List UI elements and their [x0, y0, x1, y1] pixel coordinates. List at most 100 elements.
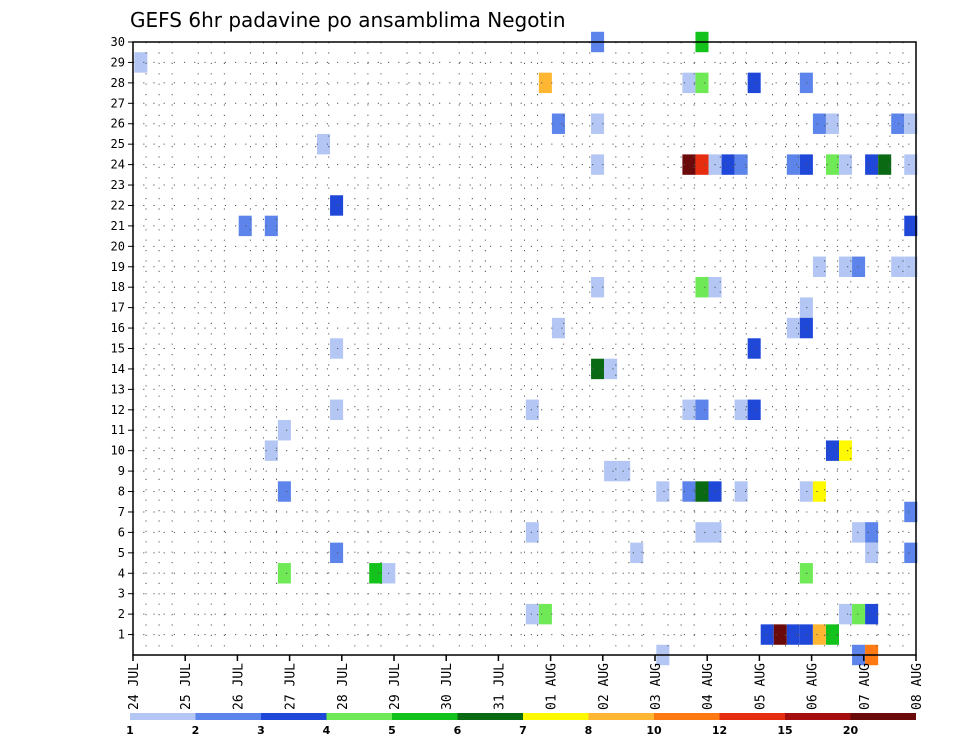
- data-cell: [134, 52, 148, 73]
- data-cell: [812, 256, 826, 277]
- data-cell: [264, 440, 278, 461]
- data-cell: [695, 276, 709, 298]
- x-tick-label: 02 AUG: [597, 663, 612, 710]
- grid-lines: [133, 41, 916, 655]
- data-cell: [591, 113, 605, 134]
- data-cell: [538, 72, 552, 94]
- color-legend: 1 2 3 4 5 6 7 8 10 12 15 20: [126, 713, 916, 737]
- x-tick-label: 04 AUG: [701, 663, 716, 710]
- data-cell: [904, 215, 918, 237]
- data-cell: [839, 440, 853, 461]
- data-cell: [812, 113, 826, 134]
- data-cell: [682, 481, 696, 502]
- data-cell: [812, 481, 826, 502]
- data-cell: [786, 624, 800, 645]
- data-cell: [865, 603, 879, 625]
- data-cell: [825, 440, 840, 461]
- legend-label: 3: [257, 724, 265, 737]
- legend-swatch: [850, 713, 916, 720]
- y-tick-label: 3: [118, 587, 125, 601]
- legend-label: 12: [712, 724, 727, 737]
- y-tick-label: 7: [118, 505, 125, 519]
- data-cell: [682, 154, 696, 175]
- y-tick-label: 18: [111, 280, 125, 294]
- data-cell: [525, 399, 539, 421]
- legend-label: 20: [843, 724, 859, 737]
- legend-swatch: [326, 713, 392, 720]
- data-cell: [369, 563, 383, 584]
- data-cell: [891, 113, 905, 134]
- data-cells: [134, 31, 918, 666]
- x-tick-label: 06 AUG: [806, 663, 821, 710]
- data-cell: [865, 522, 879, 543]
- x-tick-label: 30 JUL: [440, 663, 455, 710]
- data-cell: [747, 338, 761, 359]
- y-tick-label: 10: [111, 444, 125, 458]
- y-tick-label: 1: [118, 628, 125, 642]
- data-cell: [747, 72, 761, 94]
- data-cell: [734, 399, 748, 421]
- data-cell: [695, 481, 709, 502]
- data-cell: [604, 358, 618, 380]
- data-cell: [904, 256, 918, 277]
- legend-swatch: [654, 713, 720, 720]
- legend-label: 8: [585, 724, 593, 737]
- data-cell: [839, 603, 853, 625]
- x-tick-label: 05 AUG: [753, 663, 768, 710]
- y-tick-label: 21: [111, 219, 125, 233]
- x-tick-label: 08 AUG: [910, 663, 925, 710]
- data-cell: [786, 317, 800, 339]
- data-cell: [330, 338, 344, 359]
- data-cell: [591, 358, 605, 380]
- data-cell: [604, 460, 618, 482]
- y-tick-label: 16: [111, 321, 125, 335]
- data-cell: [904, 154, 918, 175]
- y-tick-label: 12: [111, 403, 125, 417]
- y-tick-label: 27: [111, 96, 125, 110]
- y-tick-label: 17: [111, 301, 125, 315]
- legend-label: 7: [519, 724, 527, 737]
- data-cell: [904, 113, 918, 134]
- y-tick-label: 28: [111, 76, 125, 90]
- data-cell: [786, 154, 800, 175]
- data-cell: [551, 317, 565, 339]
- data-cell: [721, 154, 735, 175]
- x-tick-label: 28 JUL: [336, 663, 351, 710]
- x-tick-label: 31 JUL: [492, 663, 507, 710]
- y-tick-label: 4: [118, 566, 125, 580]
- y-tick-label: 20: [111, 239, 125, 253]
- y-tick-label: 8: [118, 485, 125, 499]
- data-cell: [330, 195, 344, 216]
- y-tick-label: 11: [111, 423, 125, 437]
- y-tick-label: 23: [111, 178, 125, 192]
- y-tick-label: 13: [111, 382, 125, 396]
- data-cell: [773, 624, 787, 645]
- legend-swatch: [392, 713, 458, 720]
- data-cell: [591, 276, 605, 298]
- y-tick-label: 5: [118, 546, 125, 560]
- data-cell: [734, 481, 748, 502]
- legend-swatch: [785, 713, 851, 720]
- data-cell: [277, 420, 291, 441]
- data-cell: [682, 72, 696, 94]
- y-tick-label: 26: [111, 117, 125, 131]
- data-cell: [825, 154, 840, 175]
- legend-swatch: [457, 713, 523, 720]
- legend-swatch: [588, 713, 654, 720]
- x-tick-label: 29 JUL: [388, 663, 403, 710]
- legend-swatch: [261, 713, 327, 720]
- x-tick-label: 27 JUL: [284, 663, 299, 710]
- legend-swatch: [523, 713, 589, 720]
- data-cell: [760, 624, 774, 645]
- data-cell: [330, 399, 344, 421]
- legend-swatch: [195, 713, 261, 720]
- data-cell: [734, 154, 748, 175]
- data-cell: [695, 522, 709, 543]
- y-tick-label: 2: [118, 607, 125, 621]
- data-cell: [317, 133, 331, 155]
- data-cell: [695, 72, 709, 94]
- y-tick-label: 15: [111, 342, 125, 356]
- data-cell: [904, 542, 918, 564]
- x-tick-label: 25 JUL: [179, 663, 194, 710]
